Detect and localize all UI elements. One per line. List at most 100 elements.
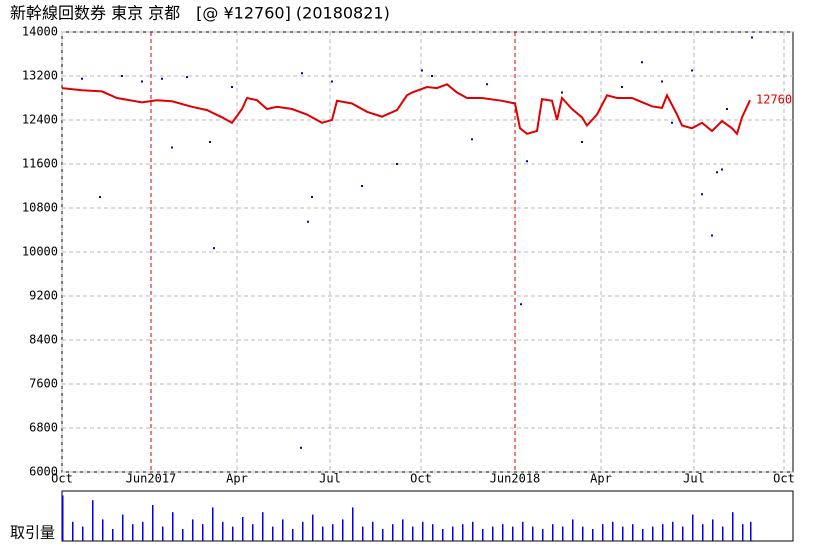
scatter-point [471,138,473,141]
volume-bar [682,526,684,541]
volume-bar [592,529,594,541]
x-tick-label: Oct [51,472,73,486]
volume-bar [750,521,752,541]
scatter-point [431,75,433,77]
scatter-point [621,86,623,88]
scatter-point [331,80,333,83]
y-tick-label: 14000 [22,25,58,39]
x-tick-label: Oct [773,472,795,486]
scatter-point [186,76,188,79]
volume-bar [172,512,174,541]
y-tick-label: 7600 [29,377,58,391]
volume-bar [82,526,84,541]
x-tick-label: Oct [410,472,432,486]
volume-bar [142,521,144,541]
volume-bar [582,526,584,541]
volume-bar [92,500,94,541]
scatter-point [661,80,663,83]
scatter-point [171,146,173,149]
volume-bar [62,495,64,541]
volume-bar [122,514,124,541]
volume-bar [382,529,384,541]
volume-bar [572,519,574,541]
volume-bar [632,524,634,541]
x-tick-label: Apr [590,472,612,486]
scatter-point [231,86,233,88]
volume-bar [622,526,624,541]
x-tick-label: Jun2018 [490,472,541,486]
volume-bar [442,529,444,541]
volume-bar [282,519,284,541]
scatter-point [486,83,488,86]
x-tick-label: Apr [226,472,248,486]
scatter-point [721,168,723,171]
scatter-point [671,121,673,124]
volume-bar [672,521,674,541]
volume-bar [332,524,334,541]
scatter-point [161,77,163,80]
volume-bar [342,519,344,541]
scatter-point [99,196,101,198]
scatter-point [81,77,83,80]
scatter-point [526,160,528,163]
volume-bar [102,519,104,541]
volume-bar [242,517,244,541]
x-tick-label: Jul [319,472,341,486]
scatter-point [209,141,211,143]
scatter-point [300,446,302,449]
volume-bar [402,519,404,541]
volume-bar [162,526,164,541]
volume-bar [232,526,234,541]
volume-bar [322,526,324,541]
volume-bar [492,526,494,541]
scatter-point [581,141,583,143]
volume-bar [642,529,644,541]
volume-bar [392,524,394,541]
volume-bar [712,519,714,541]
scatter-point [213,247,215,250]
scatter-point [311,196,313,198]
x-tick-label: Jul [683,472,705,486]
volume-bar [212,507,214,541]
volume-bar [312,514,314,541]
volume-bar [482,529,484,541]
scatter-point [301,72,303,75]
y-tick-label: 11600 [22,157,58,171]
scatter-point [711,234,713,237]
scatter-point [121,75,123,77]
scatter-point [361,185,363,187]
volume-bar [192,519,194,541]
volume-bar [202,524,204,541]
last-price-label: 12760 [756,93,792,107]
volume-bar [532,526,534,541]
scatter-point [716,171,718,174]
scatter-point [141,80,143,83]
volume-bar [512,526,514,541]
volume-bar [352,507,354,541]
volume-bar [272,526,274,541]
volume-bar [722,526,724,541]
scatter-point [421,69,423,72]
volume-bar [542,529,544,541]
volume-bar [662,524,664,541]
volume-label: 取引量 [10,524,55,542]
scatter-point [520,303,522,306]
volume-bar [452,526,454,541]
volume-bar [602,524,604,541]
volume-bar [252,524,254,541]
y-tick-label: 6000 [29,465,58,479]
volume-bar [372,521,374,541]
volume-bar [292,529,294,541]
volume-bar [472,521,474,541]
volume-bar [552,524,554,541]
volume-bar [362,526,364,541]
scatter-point [751,36,753,39]
volume-bar [112,529,114,541]
scatter-point [701,193,703,196]
scatter-point [307,220,309,223]
volume-bar [302,521,304,541]
price-line [61,83,751,136]
volume-bar [462,524,464,541]
volume-bar [182,529,184,541]
y-tick-label: 10800 [22,201,58,215]
